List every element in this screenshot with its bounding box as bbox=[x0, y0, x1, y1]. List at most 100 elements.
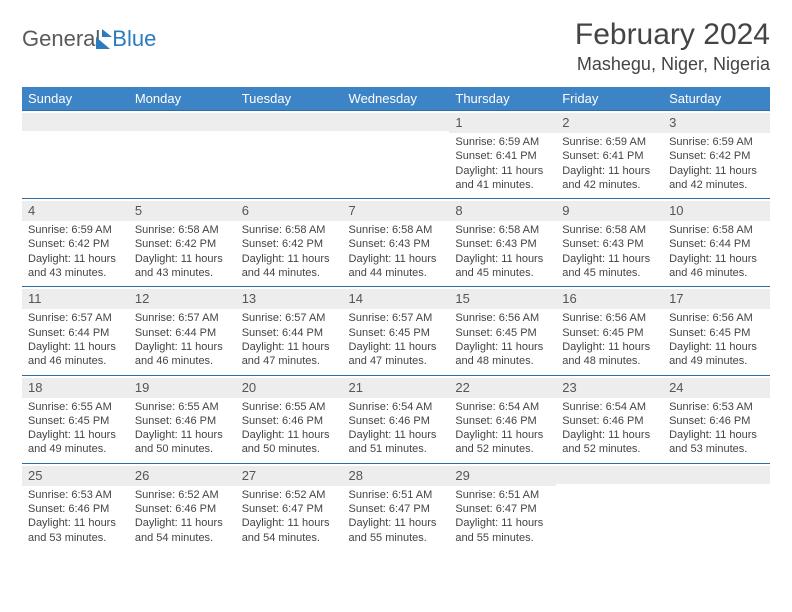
calendar-day-cell: 27Sunrise: 6:52 AMSunset: 6:47 PMDayligh… bbox=[236, 463, 343, 551]
calendar-day-cell: 16Sunrise: 6:56 AMSunset: 6:45 PMDayligh… bbox=[556, 287, 663, 375]
sunset-line: Sunset: 6:41 PM bbox=[562, 149, 657, 163]
calendar-day-cell: 12Sunrise: 6:57 AMSunset: 6:44 PMDayligh… bbox=[129, 287, 236, 375]
daylight-line: Daylight: 11 hours and 43 minutes. bbox=[28, 252, 123, 281]
calendar-day-cell: 23Sunrise: 6:54 AMSunset: 6:46 PMDayligh… bbox=[556, 375, 663, 463]
calendar-table: SundayMondayTuesdayWednesdayThursdayFrid… bbox=[22, 87, 770, 551]
day-number: 6 bbox=[242, 203, 249, 218]
calendar-day-cell: 10 Sunrise: 6:58 AMSunset: 6:44 PMDayligh… bbox=[663, 199, 770, 287]
calendar-day-cell: 13Sunrise: 6:57 AMSunset: 6:44 PMDayligh… bbox=[236, 287, 343, 375]
calendar-week-row: 11Sunrise: 6:57 AMSunset: 6:44 PMDayligh… bbox=[22, 287, 770, 375]
day-number: 21 bbox=[349, 380, 363, 395]
sunrise-line: Sunrise: 6:57 AM bbox=[28, 311, 123, 325]
calendar-day-cell: 7Sunrise: 6:58 AMSunset: 6:43 PMDaylight… bbox=[343, 199, 450, 287]
calendar-day-cell: 9 Sunrise: 6:58 AMSunset: 6:43 PMDaylight… bbox=[556, 199, 663, 287]
sunrise-line: Sunrise: 6:57 AM bbox=[349, 311, 444, 325]
sunset-line: Sunset: 6:43 PM bbox=[455, 237, 550, 251]
sunrise-line: Sunrise: 6:59 AM bbox=[669, 135, 764, 149]
daynum-bar: 20 bbox=[236, 378, 343, 398]
sunset-line: Sunset: 6:43 PM bbox=[562, 237, 657, 251]
daylight-line: Daylight: 11 hours and 47 minutes. bbox=[242, 340, 337, 369]
sunset-line: Sunset: 6:42 PM bbox=[669, 149, 764, 163]
sunset-line: Sunset: 6:46 PM bbox=[242, 414, 337, 428]
sunset-line: Sunset: 6:44 PM bbox=[669, 237, 764, 251]
daylight-line: Daylight: 11 hours and 53 minutes. bbox=[28, 516, 123, 545]
day-info: Sunrise: 6:56 AMSunset: 6:45 PMDaylight:… bbox=[455, 311, 550, 368]
day-number: 5 bbox=[135, 203, 142, 218]
calendar-empty-cell bbox=[236, 111, 343, 199]
day-info: Sunrise: 6:58 AMSunset: 6:43 PMDaylight:… bbox=[349, 223, 444, 280]
calendar-day-cell: 26Sunrise: 6:52 AMSunset: 6:46 PMDayligh… bbox=[129, 463, 236, 551]
sunrise-line: Sunrise: 6:56 AM bbox=[669, 311, 764, 325]
daynum-bar: 10 bbox=[663, 201, 770, 221]
day-number: 17 bbox=[669, 291, 683, 306]
sunset-line: Sunset: 6:45 PM bbox=[562, 326, 657, 340]
calendar-day-cell: 29 Sunrise: 6:51 AMSunset: 6:47 PMDayligh… bbox=[449, 463, 556, 551]
daynum-bar: 19 bbox=[129, 378, 236, 398]
daylight-line: Daylight: 11 hours and 50 minutes. bbox=[242, 428, 337, 457]
calendar-day-cell: 11Sunrise: 6:57 AMSunset: 6:44 PMDayligh… bbox=[22, 287, 129, 375]
daynum-bar: 24 bbox=[663, 378, 770, 398]
daylight-line: Daylight: 11 hours and 43 minutes. bbox=[135, 252, 230, 281]
sunrise-line: Sunrise: 6:57 AM bbox=[242, 311, 337, 325]
daynum-bar: 5 bbox=[129, 201, 236, 221]
day-number: 14 bbox=[349, 291, 363, 306]
day-info: Sunrise: 6:58 AMSunset: 6:43 PMDaylight:… bbox=[455, 223, 550, 280]
day-info: Sunrise: 6:59 AMSunset: 6:41 PMDaylight:… bbox=[455, 135, 550, 192]
day-number: 15 bbox=[455, 291, 469, 306]
day-number: 29 bbox=[455, 468, 469, 483]
day-info: Sunrise: 6:51 AMSunset: 6:47 PMDaylight:… bbox=[455, 488, 550, 545]
sunrise-line: Sunrise: 6:54 AM bbox=[562, 400, 657, 414]
weekday-header: Wednesday bbox=[343, 87, 450, 111]
daynum-bar: 11 bbox=[22, 289, 129, 309]
daynum-bar: 16 bbox=[556, 289, 663, 309]
sunrise-line: Sunrise: 6:55 AM bbox=[242, 400, 337, 414]
day-info: Sunrise: 6:59 AMSunset: 6:42 PMDaylight:… bbox=[28, 223, 123, 280]
sunrise-line: Sunrise: 6:56 AM bbox=[562, 311, 657, 325]
daylight-line: Daylight: 11 hours and 47 minutes. bbox=[349, 340, 444, 369]
daynum-bar: 7 bbox=[343, 201, 450, 221]
sunset-line: Sunset: 6:47 PM bbox=[455, 502, 550, 516]
sunrise-line: Sunrise: 6:54 AM bbox=[455, 400, 550, 414]
day-number: 20 bbox=[242, 380, 256, 395]
day-info: Sunrise: 6:58 AMSunset: 6:44 PMDaylight:… bbox=[669, 223, 764, 280]
sunrise-line: Sunrise: 6:59 AM bbox=[455, 135, 550, 149]
calendar-day-cell: 1Sunrise: 6:59 AMSunset: 6:41 PMDaylight… bbox=[449, 111, 556, 199]
day-info: Sunrise: 6:55 AMSunset: 6:46 PMDaylight:… bbox=[135, 400, 230, 457]
logo-text-blue: Blue bbox=[112, 26, 156, 52]
day-number: 9 bbox=[562, 203, 569, 218]
daynum-bar: 23 bbox=[556, 378, 663, 398]
calendar-day-cell: 3Sunrise: 6:59 AMSunset: 6:42 PMDaylight… bbox=[663, 111, 770, 199]
calendar-day-cell: 25Sunrise: 6:53 AMSunset: 6:46 PMDayligh… bbox=[22, 463, 129, 551]
day-info: Sunrise: 6:58 AMSunset: 6:42 PMDaylight:… bbox=[242, 223, 337, 280]
daynum-bar: 3 bbox=[663, 113, 770, 133]
day-info: Sunrise: 6:58 AMSunset: 6:42 PMDaylight:… bbox=[135, 223, 230, 280]
daynum-bar: 6 bbox=[236, 201, 343, 221]
day-number: 28 bbox=[349, 468, 363, 483]
sunrise-line: Sunrise: 6:58 AM bbox=[455, 223, 550, 237]
day-info: Sunrise: 6:54 AMSunset: 6:46 PMDaylight:… bbox=[349, 400, 444, 457]
daynum-bar: 26 bbox=[129, 466, 236, 486]
calendar-day-cell: 4Sunrise: 6:59 AMSunset: 6:42 PMDaylight… bbox=[22, 199, 129, 287]
sunset-line: Sunset: 6:46 PM bbox=[349, 414, 444, 428]
day-info: Sunrise: 6:55 AMSunset: 6:46 PMDaylight:… bbox=[242, 400, 337, 457]
calendar-day-cell: 24Sunrise: 6:53 AMSunset: 6:46 PMDayligh… bbox=[663, 375, 770, 463]
calendar-empty-cell bbox=[343, 111, 450, 199]
calendar-day-cell: 14Sunrise: 6:57 AMSunset: 6:45 PMDayligh… bbox=[343, 287, 450, 375]
daylight-line: Daylight: 11 hours and 45 minutes. bbox=[562, 252, 657, 281]
sail-icon bbox=[102, 29, 112, 37]
daynum-bar: 22 bbox=[449, 378, 556, 398]
daynum-bar: 9 bbox=[556, 201, 663, 221]
calendar-day-cell: 6 Sunrise: 6:58 AMSunset: 6:42 PMDaylight… bbox=[236, 199, 343, 287]
sunrise-line: Sunrise: 6:51 AM bbox=[455, 488, 550, 502]
day-info: Sunrise: 6:52 AMSunset: 6:47 PMDaylight:… bbox=[242, 488, 337, 545]
day-info: Sunrise: 6:53 AMSunset: 6:46 PMDaylight:… bbox=[669, 400, 764, 457]
day-number: 10 bbox=[669, 203, 683, 218]
sunrise-line: Sunrise: 6:51 AM bbox=[349, 488, 444, 502]
calendar-empty-cell bbox=[22, 111, 129, 199]
logo-text-general: General bbox=[22, 26, 100, 52]
day-info: Sunrise: 6:58 AMSunset: 6:43 PMDaylight:… bbox=[562, 223, 657, 280]
weekday-header: Friday bbox=[556, 87, 663, 111]
sunset-line: Sunset: 6:43 PM bbox=[349, 237, 444, 251]
daynum-bar: 29 bbox=[449, 466, 556, 486]
daylight-line: Daylight: 11 hours and 49 minutes. bbox=[28, 428, 123, 457]
